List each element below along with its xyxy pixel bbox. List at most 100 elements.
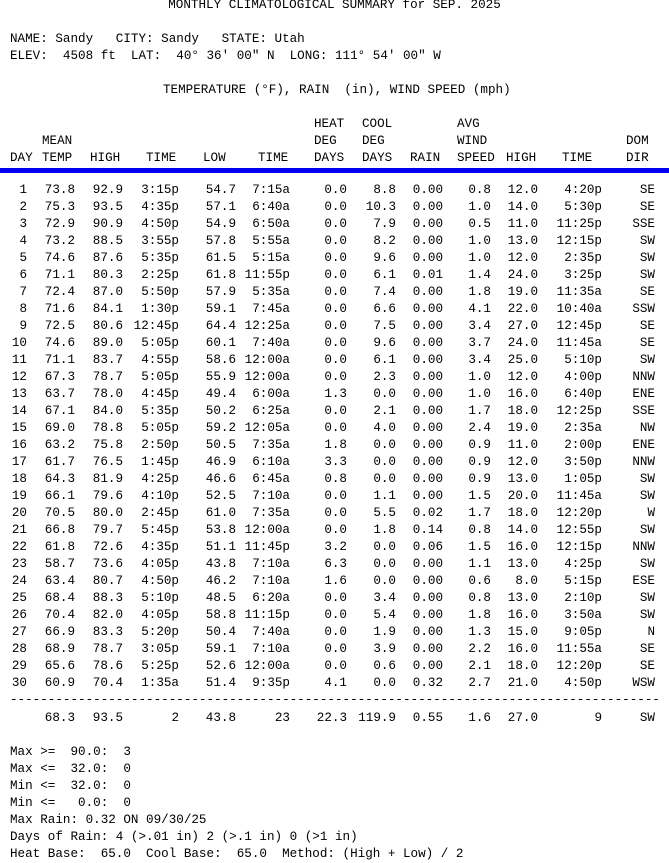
cell-low-time: 12:00a: [244, 659, 290, 673]
cell-cool-deg-days: 1.1: [373, 489, 396, 503]
cell-wind-high: 25.0: [507, 353, 538, 367]
total-mean-temp: 68.3: [44, 711, 75, 725]
cell-high: 83.3: [92, 625, 123, 639]
cell-cool-deg-days: 5.4: [373, 608, 396, 622]
cell-low: 60.1: [205, 336, 236, 350]
cell-rain: 0.14: [412, 523, 443, 537]
cell-dom-dir: N: [647, 625, 655, 639]
total-dom-dir: SW: [639, 711, 655, 725]
cell-high-time: 4:10p: [141, 489, 179, 503]
heat-days-header: DAYS: [314, 151, 345, 165]
cell-heat-deg-days: 0.0: [324, 268, 347, 282]
cell-wind-high: 24.0: [507, 336, 538, 350]
cell-mean-temp: 72.4: [44, 285, 75, 299]
cell-dom-dir: SE: [639, 285, 655, 299]
heat-header-1: HEAT: [314, 117, 345, 131]
cell-heat-deg-days: 0.0: [324, 200, 347, 214]
cell-low-time: 6:10a: [252, 455, 290, 469]
cell-rain: 0.00: [412, 608, 443, 622]
cell-dom-dir: SSE: [632, 404, 655, 418]
cell-low-time: 12:25a: [244, 319, 290, 333]
cell-wind-high: 18.0: [507, 404, 538, 418]
summary-line: Heat Base: 65.0 Cool Base: 65.0 Method: …: [10, 847, 464, 861]
cell-avg-wind-speed: 1.7: [468, 506, 491, 520]
cell-wind-time: 12:20p: [556, 506, 602, 520]
speed-header: SPEED: [457, 151, 495, 165]
cell-high: 84.0: [92, 404, 123, 418]
cell-low-time: 12:00a: [244, 523, 290, 537]
cell-high-time: 4:50p: [141, 574, 179, 588]
cell-low-time: 7:35a: [252, 506, 290, 520]
cell-wind-high: 8.0: [515, 574, 538, 588]
cell-rain: 0.06: [412, 540, 443, 554]
cell-heat-deg-days: 1.6: [324, 574, 347, 588]
cell-dom-dir: SW: [639, 268, 655, 282]
cell-mean-temp: 63.4: [44, 574, 75, 588]
dir-header: DIR: [626, 151, 649, 165]
cell-low: 59.1: [205, 642, 236, 656]
cell-mean-temp: 66.8: [44, 523, 75, 537]
cell-dom-dir: NW: [639, 421, 655, 435]
cell-mean-temp: 72.9: [44, 217, 75, 231]
cell-low: 50.4: [205, 625, 236, 639]
cell-mean-temp: 71.1: [44, 353, 75, 367]
cell-high-time: 5:25p: [141, 659, 179, 673]
cell-dom-dir: SE: [639, 642, 655, 656]
cell-day: 24: [11, 574, 27, 588]
cell-day: 30: [11, 676, 27, 690]
cell-dom-dir: NNW: [632, 455, 655, 469]
cell-wind-time: 12:15p: [556, 540, 602, 554]
cell-mean-temp: 64.3: [44, 472, 75, 486]
cell-rain: 0.00: [412, 625, 443, 639]
cell-rain: 0.00: [412, 319, 443, 333]
cell-mean-temp: 66.1: [44, 489, 75, 503]
cell-high-time: 4:35p: [141, 200, 179, 214]
cell-wind-time: 12:15p: [556, 234, 602, 248]
cell-heat-deg-days: 0.0: [324, 404, 347, 418]
cell-cool-deg-days: 0.0: [373, 438, 396, 452]
cell-wind-time: 10:40a: [556, 302, 602, 316]
cell-mean-temp: 61.8: [44, 540, 75, 554]
cell-day: 28: [11, 642, 27, 656]
cell-cool-deg-days: 1.8: [373, 523, 396, 537]
cell-day: 5: [19, 251, 27, 265]
cell-high-time: 4:45p: [141, 387, 179, 401]
cell-heat-deg-days: 3.3: [324, 455, 347, 469]
cool-header-1: COOL: [362, 117, 393, 131]
cell-high: 78.7: [92, 370, 123, 384]
cell-mean-temp: 72.5: [44, 319, 75, 333]
total-cool-deg-days: 119.9: [358, 711, 396, 725]
rain-header: RAIN: [410, 151, 441, 165]
cell-low: 53.8: [205, 523, 236, 537]
cell-heat-deg-days: 0.0: [324, 608, 347, 622]
cell-avg-wind-speed: 1.3: [468, 625, 491, 639]
cell-wind-time: 3:50p: [564, 455, 602, 469]
cell-heat-deg-days: 0.0: [324, 659, 347, 673]
cell-day: 4: [19, 234, 27, 248]
cell-high: 87.0: [92, 285, 123, 299]
cell-low: 57.9: [205, 285, 236, 299]
cell-avg-wind-speed: 1.0: [468, 370, 491, 384]
cell-wind-time: 2:00p: [564, 438, 602, 452]
cell-wind-time: 2:35p: [564, 251, 602, 265]
cell-wind-high: 13.0: [507, 472, 538, 486]
cell-heat-deg-days: 0.0: [324, 523, 347, 537]
cell-high-time: 5:50p: [141, 285, 179, 299]
cell-avg-wind-speed: 1.0: [468, 251, 491, 265]
cell-low: 46.9: [205, 455, 236, 469]
cell-high-time: 4:05p: [141, 557, 179, 571]
cell-low-time: 7:10a: [252, 574, 290, 588]
cell-cool-deg-days: 6.1: [373, 353, 396, 367]
cell-day: 10: [11, 336, 27, 350]
cell-wind-time: 12:45p: [556, 319, 602, 333]
cell-day: 1: [19, 183, 27, 197]
total-heat-deg-days: 22.3: [316, 711, 347, 725]
cell-low-time: 7:45a: [252, 302, 290, 316]
cell-dom-dir: ESE: [632, 574, 655, 588]
cell-cool-deg-days: 7.9: [373, 217, 396, 231]
cell-wind-time: 3:25p: [564, 268, 602, 282]
cell-avg-wind-speed: 0.9: [468, 455, 491, 469]
cell-avg-wind-speed: 3.4: [468, 353, 491, 367]
cell-high: 76.5: [92, 455, 123, 469]
cell-rain: 0.00: [412, 353, 443, 367]
